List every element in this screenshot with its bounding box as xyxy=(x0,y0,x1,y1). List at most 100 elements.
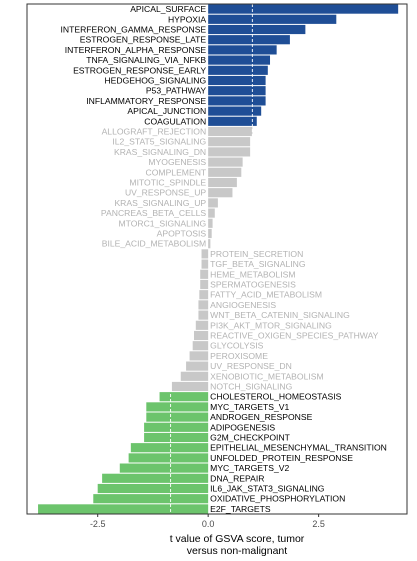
bar-label-wnt-beta-catenin-signaling: WNT_BETA_CATENIN_SIGNALING xyxy=(210,310,350,320)
bar-apoptosis xyxy=(208,228,212,239)
bar-angiogenesis xyxy=(198,300,209,310)
bar-label-tgf-beta-signaling: TGF_BETA_SIGNALING xyxy=(210,259,306,269)
bar-label-complement: COMPLEMENT xyxy=(146,167,207,177)
bar-unfolded-protein-response xyxy=(128,453,209,463)
bar-il6-jak-stat3-signaling xyxy=(97,483,209,494)
bar-label-pi3k-akt-mtor-signaling: PI3K_AKT_MTOR_SIGNALING xyxy=(210,320,332,330)
bar-label-epithelial-mesenchymal-transition: EPITHELIAL_MESENCHYMAL_TRANSITION xyxy=(210,443,387,453)
bar-reactive-oxigen-species-pathway xyxy=(194,330,209,341)
bar-label-dna-repair: DNA_REPAIR xyxy=(210,473,264,483)
bar-label-reactive-oxigen-species-pathway: REACTIVE_OXIGEN_SPECIES_PATHWAY xyxy=(210,331,379,341)
bar-glycolysis xyxy=(192,341,209,351)
bar-bile-acid-metabolism xyxy=(208,239,211,249)
bar-label-il6-jak-stat3-signaling: IL6_JAK_STAT3_SIGNALING xyxy=(210,484,325,494)
bar-label-androgen-response: ANDROGEN_RESPONSE xyxy=(210,412,312,422)
bar-label-pancreas-beta-cells: PANCREAS_BETA_CELLS xyxy=(101,208,207,218)
bar-uv-response-dn xyxy=(186,361,209,371)
bar-label-apoptosis: APOPTOSIS xyxy=(157,229,207,239)
bar-label-apical-junction: APICAL_JUNCTION xyxy=(127,106,206,116)
bar-label-spermatogenesis: SPERMATOGENESIS xyxy=(210,280,296,290)
bar-myc-targets-v2 xyxy=(119,463,209,473)
bar-label-g2m-checkpoint: G2M_CHECKPOINT xyxy=(210,433,290,443)
bar-label-tnfa-signaling-via-nfkb: TNFA_SIGNALING_VIA_NFKB xyxy=(86,55,206,65)
bar-e2f-targets xyxy=(38,504,209,514)
bar-interferon-alpha-response xyxy=(208,45,277,55)
bar-label-myogenesis: MYOGENESIS xyxy=(148,157,206,167)
bar-fatty-acid-metabolism xyxy=(199,290,209,300)
bar-label-oxidative-phosphorylation: OXIDATIVE_PHOSPHORYLATION xyxy=(210,494,345,504)
bar-interferon-gamma-response xyxy=(208,24,306,35)
bar-label-kras-signaling-dn: KRAS_SIGNALING_DN xyxy=(114,147,206,157)
bar-myogenesis xyxy=(208,157,243,167)
bar-estrogen-response-late xyxy=(208,35,290,45)
bar-label-glycolysis: GLYCOLYSIS xyxy=(210,341,263,351)
bar-label-heme-metabolism: HEME_METABOLISM xyxy=(210,269,295,279)
x-axis-title: versus non-malignant xyxy=(187,545,287,556)
bar-label-p53-pathway: P53_PATHWAY xyxy=(146,86,207,96)
bar-label-interferon-alpha-response: INTERFERON_ALPHA_RESPONSE xyxy=(65,45,207,55)
bar-xenobiotic-metabolism xyxy=(180,371,209,381)
bar-label-notch-signaling: NOTCH_SIGNALING xyxy=(210,382,292,392)
bar-label-unfolded-protein-response: UNFOLDED_PROTEIN_RESPONSE xyxy=(210,453,353,463)
bar-oxidative-phosphorylation xyxy=(93,494,209,504)
bar-label-hypoxia: HYPOXIA xyxy=(168,14,206,24)
bar-pi3k-akt-mtor-signaling xyxy=(195,320,209,330)
bar-label-hedgehog-signaling: HEDGEHOG_SIGNALING xyxy=(104,76,206,86)
bar-cholesterol-homeostasis xyxy=(159,392,209,402)
bar-allograft-rejection xyxy=(208,126,253,137)
bar-spermatogenesis xyxy=(200,279,209,290)
bar-adipogenesis xyxy=(144,422,209,432)
bar-label-protein-secretion: PROTEIN_SECRETION xyxy=(210,249,303,259)
bar-il2-stat5-signaling xyxy=(208,137,251,147)
bar-mtorc1-signaling xyxy=(208,218,213,228)
bar-estrogen-response-early xyxy=(208,65,268,75)
bar-kras-signaling-dn xyxy=(208,147,251,157)
bar-peroxisome xyxy=(189,351,209,361)
bar-dna-repair xyxy=(102,473,209,483)
bar-label-mitotic-spindle: MITOTIC_SPINDLE xyxy=(129,178,206,188)
bar-label-myc-targets-v1: MYC_TARGETS_V1 xyxy=(210,402,289,412)
bar-label-kras-signaling-up: KRAS_SIGNALING_UP xyxy=(114,198,206,208)
bar-label-angiogenesis: ANGIOGENESIS xyxy=(210,300,276,310)
x-tick-label: 2.5 xyxy=(312,519,325,529)
bar-hypoxia xyxy=(208,14,337,24)
bar-label-myc-targets-v2: MYC_TARGETS_V2 xyxy=(210,463,289,473)
bar-label-mtorc1-signaling: MTORC1_SIGNALING xyxy=(118,218,206,228)
bar-hedgehog-signaling xyxy=(208,75,266,86)
bar-protein-secretion xyxy=(201,249,209,259)
bar-label-peroxisome: PEROXISOME xyxy=(210,351,268,361)
bar-label-adipogenesis: ADIPOGENESIS xyxy=(210,422,275,432)
bar-uv-response-up xyxy=(208,188,233,198)
bar-apical-surface xyxy=(208,4,399,14)
bar-label-xenobiotic-metabolism: XENOBIOTIC_METABOLISM xyxy=(210,371,324,381)
bar-label-apical-surface: APICAL_SURFACE xyxy=(130,4,206,14)
bar-epithelial-mesenchymal-transition xyxy=(130,443,209,453)
bar-label-estrogen-response-late: ESTROGEN_RESPONSE_LATE xyxy=(80,35,207,45)
bar-label-uv-response-up: UV_RESPONSE_UP xyxy=(125,188,206,198)
bar-label-il2-stat5-signaling: IL2_STAT5_SIGNALING xyxy=(112,137,206,147)
bar-coagulation xyxy=(208,116,257,126)
bar-label-inflammatory-response: INFLAMMATORY_RESPONSE xyxy=(86,96,206,106)
bar-apical-junction xyxy=(208,106,262,116)
bar-label-interferon-gamma-response: INTERFERON_GAMMA_RESPONSE xyxy=(61,25,207,35)
bar-label-uv-response-dn: UV_RESPONSE_DN xyxy=(210,361,292,371)
bar-mitotic-spindle xyxy=(208,177,237,188)
bar-complement xyxy=(208,167,242,177)
bar-kras-signaling-up xyxy=(208,198,218,208)
bar-tgf-beta-signaling xyxy=(201,259,209,269)
x-tick-label: -2.5 xyxy=(90,519,106,529)
bar-p53-pathway xyxy=(208,86,266,96)
bar-heme-metabolism xyxy=(200,269,209,279)
bar-tnfa-signaling-via-nfkb xyxy=(208,55,271,65)
x-tick-label: 0.0 xyxy=(202,519,215,529)
bar-inflammatory-response xyxy=(208,96,266,106)
bar-label-cholesterol-homeostasis: CHOLESTEROL_HOMEOSTASIS xyxy=(210,392,341,402)
bar-label-allograft-rejection: ALLOGRAFT_REJECTION xyxy=(102,127,207,137)
plot-panel xyxy=(26,3,408,515)
bar-label-bile-acid-metabolism: BILE_ACID_METABOLISM xyxy=(102,239,206,249)
bar-androgen-response xyxy=(146,412,209,422)
bar-pancreas-beta-cells xyxy=(208,208,215,218)
bar-wnt-beta-catenin-signaling xyxy=(198,310,209,320)
